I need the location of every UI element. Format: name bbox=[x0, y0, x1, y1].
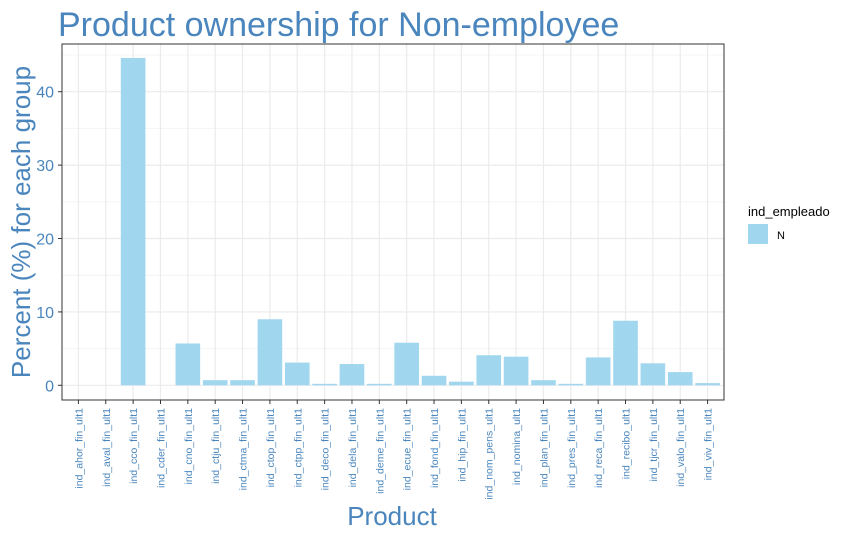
bar-ind_ecue_fin_ult1 bbox=[394, 342, 419, 386]
bar-ind_cco_fin_ult1 bbox=[120, 57, 146, 386]
y-tick-label: 30 bbox=[36, 158, 54, 175]
bar-ind_ctma_fin_ult1 bbox=[230, 380, 255, 386]
bar-ind_deco_fin_ult1 bbox=[312, 383, 337, 386]
bar-ind_hip_fin_ult1 bbox=[449, 381, 474, 386]
bar-ind_plan_fin_ult1 bbox=[531, 380, 556, 386]
x-tick-label: ind_aval_fin_ult1 bbox=[101, 408, 113, 487]
bar-ind_nom_pens_ult1 bbox=[476, 355, 502, 386]
bar-ind_fond_fin_ult1 bbox=[421, 375, 447, 386]
bar-ind_nomina_ult1 bbox=[503, 356, 529, 386]
x-tick-label: ind_ctma_fin_ult1 bbox=[238, 408, 250, 490]
bar-ind_tjcr_fin_ult1 bbox=[640, 363, 666, 386]
y-axis-label: Percent (%) for each group bbox=[6, 66, 36, 378]
bar-ind_ctju_fin_ult1 bbox=[202, 380, 228, 386]
x-tick-label: ind_recibo_ult1 bbox=[621, 408, 633, 479]
x-tick-label: ind_dela_fin_ult1 bbox=[347, 408, 359, 488]
x-tick-label: ind_reca_fin_ult1 bbox=[593, 408, 605, 488]
bar-ind_valo_fin_ult1 bbox=[667, 372, 693, 386]
x-tick-label: ind_plan_fin_ult1 bbox=[538, 408, 550, 488]
bars bbox=[120, 57, 720, 386]
x-tick-label: ind_viv_fin_ult1 bbox=[703, 408, 715, 481]
x-tick-label: ind_nom_pens_ult1 bbox=[484, 408, 496, 500]
chart-title: Product ownership for Non-employee bbox=[58, 6, 619, 44]
bar-ind_recibo_ult1 bbox=[613, 320, 638, 386]
bar-ind_ctop_fin_ult1 bbox=[257, 319, 283, 386]
x-tick-label: ind_hip_fin_ult1 bbox=[456, 408, 468, 482]
y-tick-label: 0 bbox=[45, 378, 54, 395]
y-axis: 0 10 20 30 40 bbox=[36, 85, 62, 395]
bar-ind_deme_fin_ult1 bbox=[367, 383, 392, 386]
bar-ind_cno_fin_ult1 bbox=[175, 343, 201, 386]
x-tick-label: ind_cco_fin_ult1 bbox=[128, 408, 140, 484]
x-tick-label: ind_nomina_ult1 bbox=[511, 408, 523, 485]
x-tick-label: ind_valo_fin_ult1 bbox=[675, 408, 687, 487]
x-tick-label: ind_deco_fin_ult1 bbox=[320, 408, 332, 490]
x-tick-label: ind_cder_fin_ult1 bbox=[155, 408, 167, 488]
x-axis-label: Product bbox=[347, 501, 437, 531]
bar-ind_ctpp_fin_ult1 bbox=[284, 362, 310, 386]
x-tick-label: ind_cno_fin_ult1 bbox=[183, 408, 195, 485]
x-tick-label: ind_ctop_fin_ult1 bbox=[265, 408, 277, 488]
bar-ind_dela_fin_ult1 bbox=[339, 364, 365, 386]
bar-ind_viv_fin_ult1 bbox=[695, 383, 720, 386]
legend-label: N bbox=[777, 230, 785, 242]
bar-ind_reca_fin_ult1 bbox=[585, 357, 611, 386]
x-tick-label: ind_ecue_fin_ult1 bbox=[402, 408, 414, 490]
legend: ind_empleado N bbox=[748, 204, 830, 244]
x-tick-label: ind_tjcr_fin_ult1 bbox=[648, 408, 660, 482]
x-axis: ind_ahor_fin_ult1 ind_aval_fin_ult1 ind_cc… bbox=[73, 400, 715, 500]
legend-title: ind_empleado bbox=[748, 204, 830, 219]
x-tick-label: ind_fond_fin_ult1 bbox=[429, 408, 441, 488]
panel-border bbox=[61, 43, 725, 401]
x-tick-label: ind_deme_fin_ult1 bbox=[374, 408, 386, 494]
legend-key-swatch bbox=[748, 224, 768, 244]
x-tick-label: ind_ahor_fin_ult1 bbox=[73, 408, 85, 489]
x-tick-label: ind_pres_fin_ult1 bbox=[566, 408, 578, 488]
y-tick-label: 20 bbox=[36, 232, 54, 249]
grid bbox=[62, 44, 724, 400]
x-tick-label: ind_ctpp_fin_ult1 bbox=[292, 408, 304, 488]
bar-ind_pres_fin_ult1 bbox=[558, 383, 584, 386]
x-tick-label: ind_ctju_fin_ult1 bbox=[210, 408, 222, 484]
y-tick-label: 10 bbox=[36, 305, 54, 322]
y-tick-label: 40 bbox=[36, 85, 54, 102]
